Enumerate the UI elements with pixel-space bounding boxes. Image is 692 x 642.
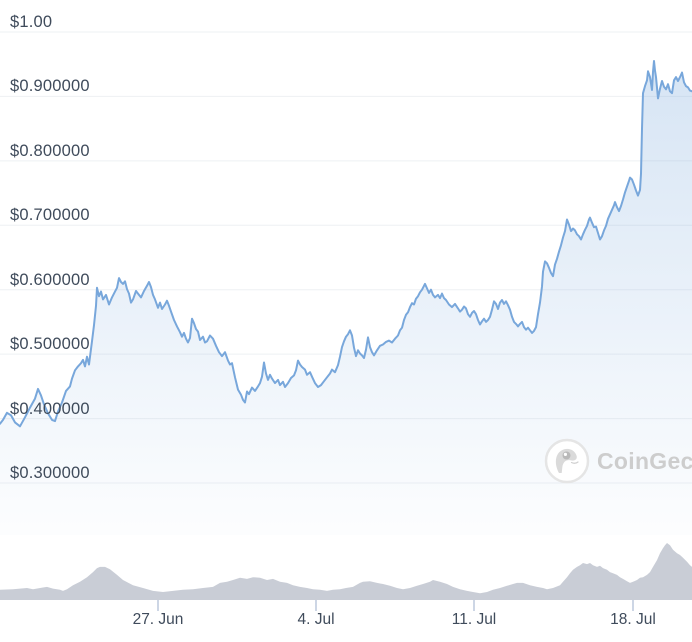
y-axis-label: $0.600000 — [10, 270, 90, 289]
coingecko-watermark-text: CoinGecko — [597, 447, 692, 474]
y-axis-label: $0.300000 — [10, 464, 90, 482]
coingecko-watermark: CoinGecko — [544, 438, 692, 484]
x-axis-label: 27. Jun — [132, 611, 184, 628]
y-axis-label: $0.700000 — [10, 206, 90, 225]
y-axis-label: $0.800000 — [10, 141, 90, 160]
y-axis-label: $0.500000 — [10, 335, 90, 354]
y-axis-label: $1.00 — [10, 13, 53, 31]
coingecko-gecko-icon — [544, 438, 590, 484]
x-axis-label: 18. Jul — [610, 611, 656, 628]
y-axis-label: $0.900000 — [10, 77, 90, 96]
x-axis-label: 4. Jul — [297, 611, 335, 628]
x-axis-label: 11. Jul — [451, 611, 497, 628]
y-axis-label: $0.400000 — [10, 399, 90, 418]
